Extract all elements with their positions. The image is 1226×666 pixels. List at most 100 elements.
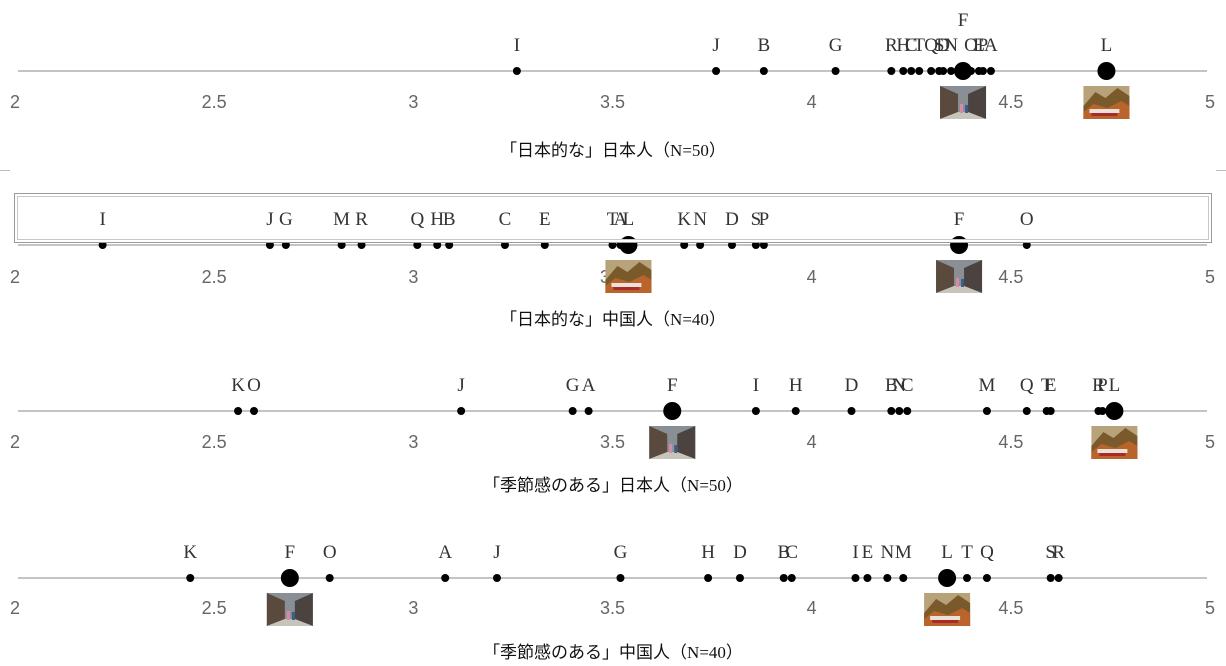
data-point-D <box>847 407 856 415</box>
autumn-photo-roof <box>1099 453 1126 456</box>
point-label-J: J <box>712 35 719 56</box>
data-point-O <box>325 574 334 582</box>
data-point-J <box>265 241 274 249</box>
point-label-D: D <box>725 209 739 230</box>
data-point-R <box>1054 574 1063 582</box>
tick-label: 3 <box>408 267 418 287</box>
point-label-J: J <box>266 209 273 230</box>
tick-label: 2.5 <box>202 267 227 287</box>
data-point-O <box>1022 241 1031 249</box>
tick-label: 5 <box>1205 92 1215 112</box>
autumn-mountain-photo-thumbnail-1-2 <box>1083 86 1130 119</box>
data-point-H <box>899 67 908 75</box>
data-point-G <box>616 574 625 582</box>
data-point-I <box>98 241 107 249</box>
point-label-Q: Q <box>980 542 994 563</box>
point-label-B: B <box>443 209 456 230</box>
data-point-P <box>759 241 768 249</box>
tick-label: 3.5 <box>600 432 625 452</box>
data-point-E <box>1046 407 1055 415</box>
point-label-B: B <box>777 542 790 563</box>
tick-label: 4.5 <box>998 267 1023 287</box>
point-label-P: P <box>1097 375 1108 396</box>
point-label-O: O <box>1020 209 1034 230</box>
point-label-T: T <box>607 209 619 230</box>
panel-2-title: 「日本的な」中国人（N=40） <box>500 310 726 329</box>
data-point-R <box>357 241 366 249</box>
point-label-O: O <box>964 35 978 56</box>
data-point-F <box>950 236 969 254</box>
point-label-G: G <box>829 35 843 56</box>
point-label-E: E <box>862 542 874 563</box>
point-label-N: N <box>880 542 894 563</box>
data-point-T <box>608 241 617 249</box>
street-photo-thumbnail-3-1 <box>649 426 696 459</box>
point-label-A: A <box>438 542 452 563</box>
street-photo-right-building <box>677 426 696 459</box>
point-label-E: E <box>1045 375 1057 396</box>
point-label-J: J <box>457 375 464 396</box>
point-label-K: K <box>677 209 691 230</box>
data-point-G <box>831 67 840 75</box>
point-label-R: R <box>1052 542 1065 563</box>
tick-label: 3.5 <box>600 598 625 618</box>
point-label-H: H <box>896 35 910 56</box>
data-point-E <box>540 241 549 249</box>
point-label-T: T <box>1041 375 1053 396</box>
tick-label: 2 <box>10 598 20 618</box>
data-point-O <box>250 407 258 415</box>
point-label-C: C <box>499 209 512 230</box>
point-label-F: F <box>667 375 678 396</box>
point-label-L: L <box>941 542 953 563</box>
point-label-B: B <box>758 35 771 56</box>
data-point-P <box>978 67 987 75</box>
tick-label: 4 <box>807 92 817 112</box>
tick-label: 2.5 <box>202 598 227 618</box>
data-point-N <box>947 67 956 75</box>
street-photo-left-building <box>649 426 668 459</box>
street-photo-road <box>936 286 983 293</box>
point-label-S: S <box>751 209 762 230</box>
tick-label: 5 <box>1205 432 1215 452</box>
point-label-E: E <box>539 209 551 230</box>
point-label-P: P <box>978 35 989 56</box>
data-point-A <box>584 407 593 415</box>
data-point-S <box>1046 574 1055 582</box>
autumn-photo-building <box>930 616 961 620</box>
data-point-I <box>851 574 860 582</box>
data-point-F <box>663 402 682 420</box>
point-label-H: H <box>701 542 715 563</box>
separator-right <box>1216 170 1226 171</box>
data-point-H <box>433 241 442 249</box>
data-point-B <box>779 574 788 582</box>
point-label-J: J <box>493 542 500 563</box>
data-point-R <box>887 67 896 75</box>
autumn-mountain-photo-thumbnail-3-2 <box>1091 426 1138 459</box>
point-label-H: H <box>430 209 444 230</box>
data-point-D <box>728 241 736 249</box>
data-point-S <box>751 241 760 249</box>
panel-4-title: 「季節感のある」中国人（N=40） <box>483 643 743 662</box>
point-label-R: R <box>355 209 368 230</box>
point-label-S: S <box>1045 542 1056 563</box>
data-point-J <box>492 574 501 582</box>
point-label-N: N <box>944 35 958 56</box>
point-label-C: C <box>785 542 798 563</box>
data-point-G <box>568 407 577 415</box>
tick-label: 3 <box>408 598 418 618</box>
data-point-B <box>887 407 896 415</box>
point-label-I: I <box>514 35 520 56</box>
point-label-O: O <box>323 542 337 563</box>
data-point-M <box>982 407 991 415</box>
point-label-E: E <box>973 35 985 56</box>
data-point-C <box>903 407 912 415</box>
data-point-K <box>680 241 689 249</box>
data-point-I <box>751 407 760 415</box>
data-point-F <box>280 569 299 587</box>
tick-label: 4.5 <box>998 598 1023 618</box>
data-point-H <box>704 574 713 582</box>
data-point-A <box>441 574 450 582</box>
point-label-D: D <box>936 35 950 56</box>
point-label-Q: Q <box>1020 375 1034 396</box>
point-label-R: R <box>885 35 898 56</box>
